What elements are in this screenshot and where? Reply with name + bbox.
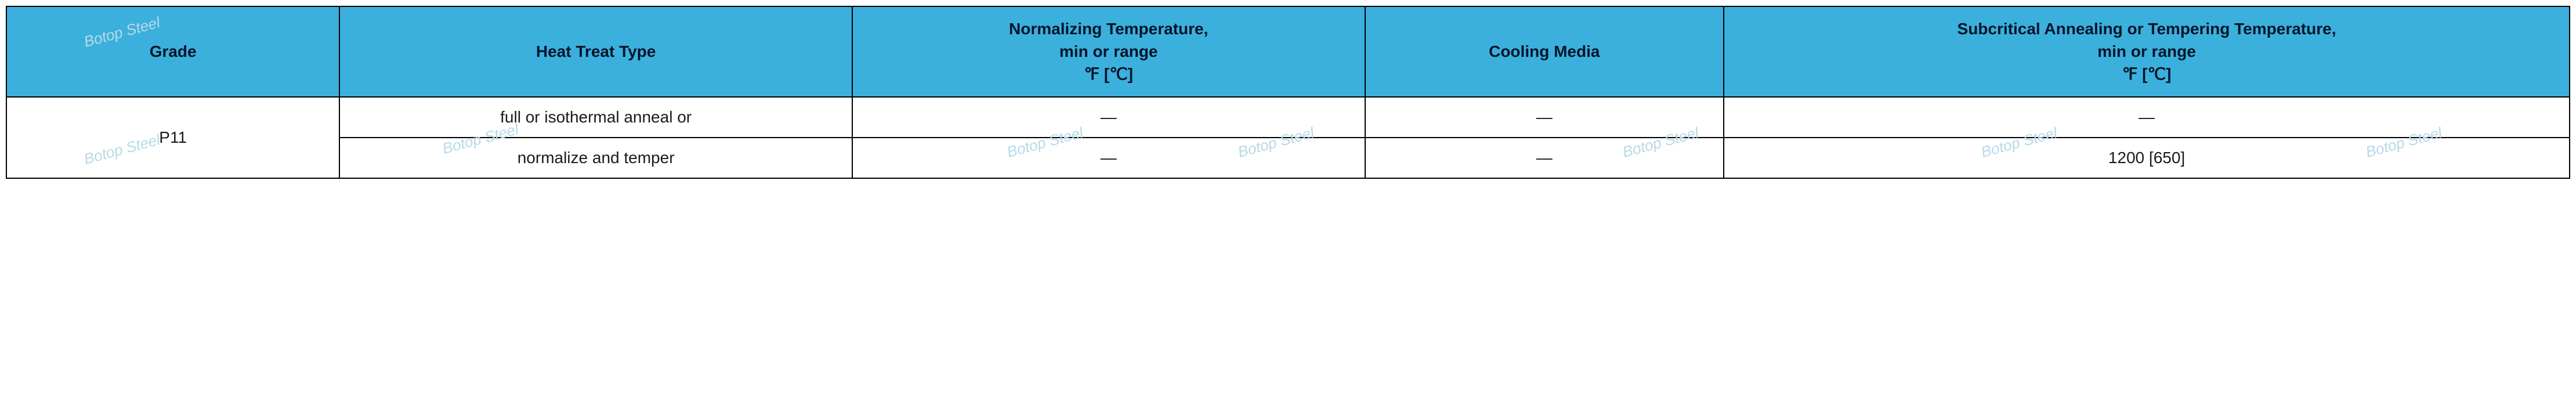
col-header-sub-l2: min or range bbox=[1730, 40, 2563, 63]
table-row: normalize and temper — — 1200 [650] bbox=[6, 138, 2570, 178]
cell-heat-1: normalize and temper bbox=[339, 138, 852, 178]
col-header-grade: Grade bbox=[6, 6, 339, 97]
col-header-norm-l3: ℉ [℃] bbox=[859, 63, 1359, 85]
cell-sub-0: — bbox=[1724, 97, 2570, 138]
col-header-sub-l3: ℉ [℃] bbox=[1730, 63, 2563, 85]
col-header-cool-l1: Cooling Media bbox=[1489, 42, 1600, 60]
cell-grade: P11 bbox=[6, 97, 339, 178]
heat-treat-table-container: Grade Heat Treat Type Normalizing Temper… bbox=[6, 6, 2570, 179]
table-row: P11 full or isothermal anneal or — — — bbox=[6, 97, 2570, 138]
table-header-row: Grade Heat Treat Type Normalizing Temper… bbox=[6, 6, 2570, 97]
col-header-norm-l1: Normalizing Temperature, bbox=[859, 17, 1359, 40]
cell-heat-0: full or isothermal anneal or bbox=[339, 97, 852, 138]
col-header-sub: Subcritical Annealing or Tempering Tempe… bbox=[1724, 6, 2570, 97]
cell-norm-0: — bbox=[852, 97, 1365, 138]
cell-cool-1: — bbox=[1365, 138, 1724, 178]
col-header-cool: Cooling Media bbox=[1365, 6, 1724, 97]
col-header-norm-l2: min or range bbox=[859, 40, 1359, 63]
col-header-norm: Normalizing Temperature, min or range ℉ … bbox=[852, 6, 1365, 97]
cell-sub-1: 1200 [650] bbox=[1724, 138, 2570, 178]
col-header-sub-l1: Subcritical Annealing or Tempering Tempe… bbox=[1730, 17, 2563, 40]
cell-norm-1: — bbox=[852, 138, 1365, 178]
col-header-heat-l1: Heat Treat Type bbox=[536, 42, 656, 60]
col-header-grade-l1: Grade bbox=[150, 42, 197, 60]
heat-treat-table: Grade Heat Treat Type Normalizing Temper… bbox=[6, 6, 2570, 179]
cell-cool-0: — bbox=[1365, 97, 1724, 138]
col-header-heat: Heat Treat Type bbox=[339, 6, 852, 97]
